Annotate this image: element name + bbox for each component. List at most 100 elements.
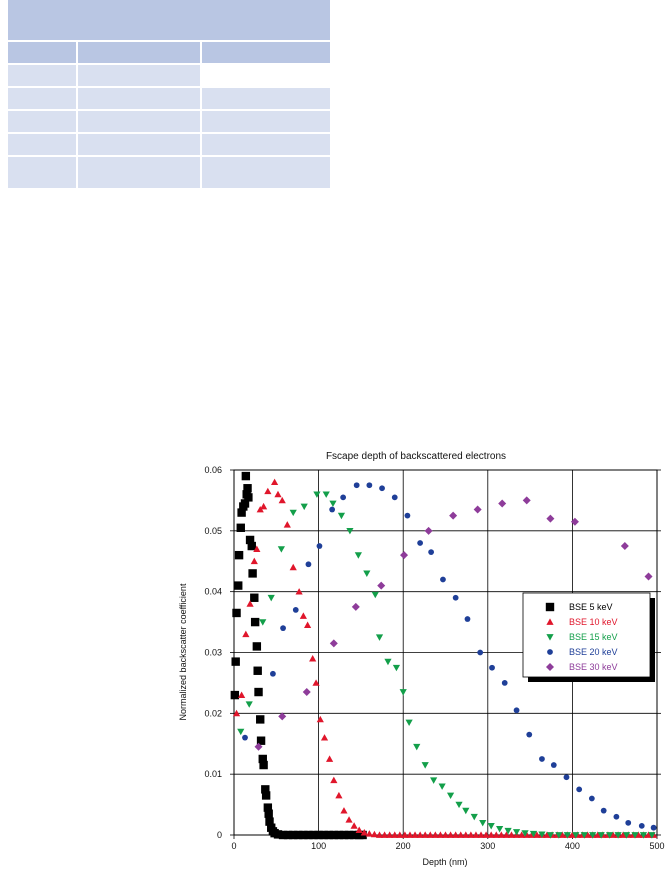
data-point (349, 830, 359, 840)
data-point (300, 503, 308, 511)
table-cell (202, 111, 330, 132)
data-point (507, 831, 516, 838)
data-point (416, 831, 424, 838)
data-point (340, 807, 348, 814)
data-point (430, 777, 438, 784)
data-point (384, 658, 392, 666)
data-point (413, 743, 421, 751)
table-cell (78, 88, 200, 109)
legend-marker (545, 602, 555, 612)
table-cell (78, 65, 200, 86)
data-point (283, 830, 293, 840)
data-point (512, 829, 521, 836)
data-point (518, 831, 526, 838)
data-point (600, 807, 607, 814)
y-tick-label: 0.01 (204, 769, 222, 779)
data-point (584, 831, 592, 838)
data-point (329, 506, 336, 513)
data-point (492, 831, 500, 838)
data-point (396, 831, 404, 838)
data-point (253, 545, 261, 552)
data-table (8, 0, 330, 188)
data-point (289, 563, 297, 571)
data-point (404, 512, 411, 519)
data-point (299, 830, 308, 840)
data-point (650, 824, 657, 831)
data-point (370, 830, 379, 838)
data-point (375, 634, 384, 641)
chart-title: Fscape depth of backscattered electrons (326, 451, 506, 462)
table-header-row (8, 42, 330, 63)
table-cell (8, 42, 76, 63)
data-point (267, 594, 275, 602)
data-point (452, 831, 460, 838)
legend-marker (547, 649, 553, 655)
data-point (436, 831, 445, 838)
data-point (353, 482, 360, 489)
data-point (644, 572, 653, 581)
data-point (400, 551, 409, 560)
data-point (360, 828, 368, 836)
data-point (487, 831, 495, 838)
table-header-band (8, 0, 330, 40)
legend-label: BSE 5 keV (569, 602, 613, 612)
data-point (482, 831, 490, 838)
data-point (241, 471, 251, 481)
data-point (309, 654, 317, 662)
data-point (620, 542, 629, 551)
table-cell (78, 134, 200, 155)
data-point (438, 783, 446, 790)
data-point (261, 785, 270, 794)
data-point (568, 831, 576, 838)
data-point (252, 642, 262, 651)
data-point (440, 576, 446, 583)
data-point (250, 557, 258, 565)
data-point (304, 621, 312, 629)
data-point (245, 535, 255, 545)
data-point (354, 552, 362, 559)
data-point (299, 612, 307, 619)
data-point (428, 549, 435, 556)
data-point (236, 523, 245, 532)
data-point (489, 664, 495, 671)
data-point (526, 731, 533, 738)
data-point (313, 491, 321, 498)
data-point (563, 832, 571, 839)
data-point (421, 831, 429, 838)
x-axis-label: Depth (nm) (422, 857, 467, 867)
data-point (452, 594, 459, 601)
data-point (470, 813, 478, 821)
legend: BSE 5 keV BSE 10 keV BSE 15 keV BSE 20 keV B… (522, 592, 655, 682)
data-point (648, 832, 656, 839)
data-point (246, 600, 254, 607)
y-tick-label: 0.05 (204, 526, 222, 536)
table-row (8, 88, 330, 109)
series-bse-5-kev (230, 471, 367, 840)
data-point (479, 819, 487, 827)
table-cell (202, 157, 330, 188)
data-point (320, 734, 329, 741)
data-point (319, 830, 328, 840)
data-point (231, 657, 240, 666)
data-point (446, 792, 455, 800)
data-point (441, 831, 450, 838)
data-point (294, 830, 303, 840)
legend-label: BSE 15 keV (569, 632, 618, 642)
x-tick-label: 300 (480, 841, 495, 851)
data-point (232, 709, 241, 717)
data-point (411, 831, 419, 838)
data-point (588, 795, 595, 802)
data-point (256, 715, 265, 724)
legend-marker (546, 634, 554, 641)
data-point (337, 512, 346, 520)
data-point (546, 514, 555, 523)
table-cell (8, 65, 76, 86)
data-point (405, 719, 413, 727)
data-point (312, 679, 320, 686)
table-row (8, 157, 330, 188)
data-point (513, 707, 520, 714)
data-point (256, 736, 266, 745)
data-point (570, 517, 579, 526)
legend-marker (546, 663, 554, 671)
y-tick-label: 0.04 (204, 587, 222, 597)
